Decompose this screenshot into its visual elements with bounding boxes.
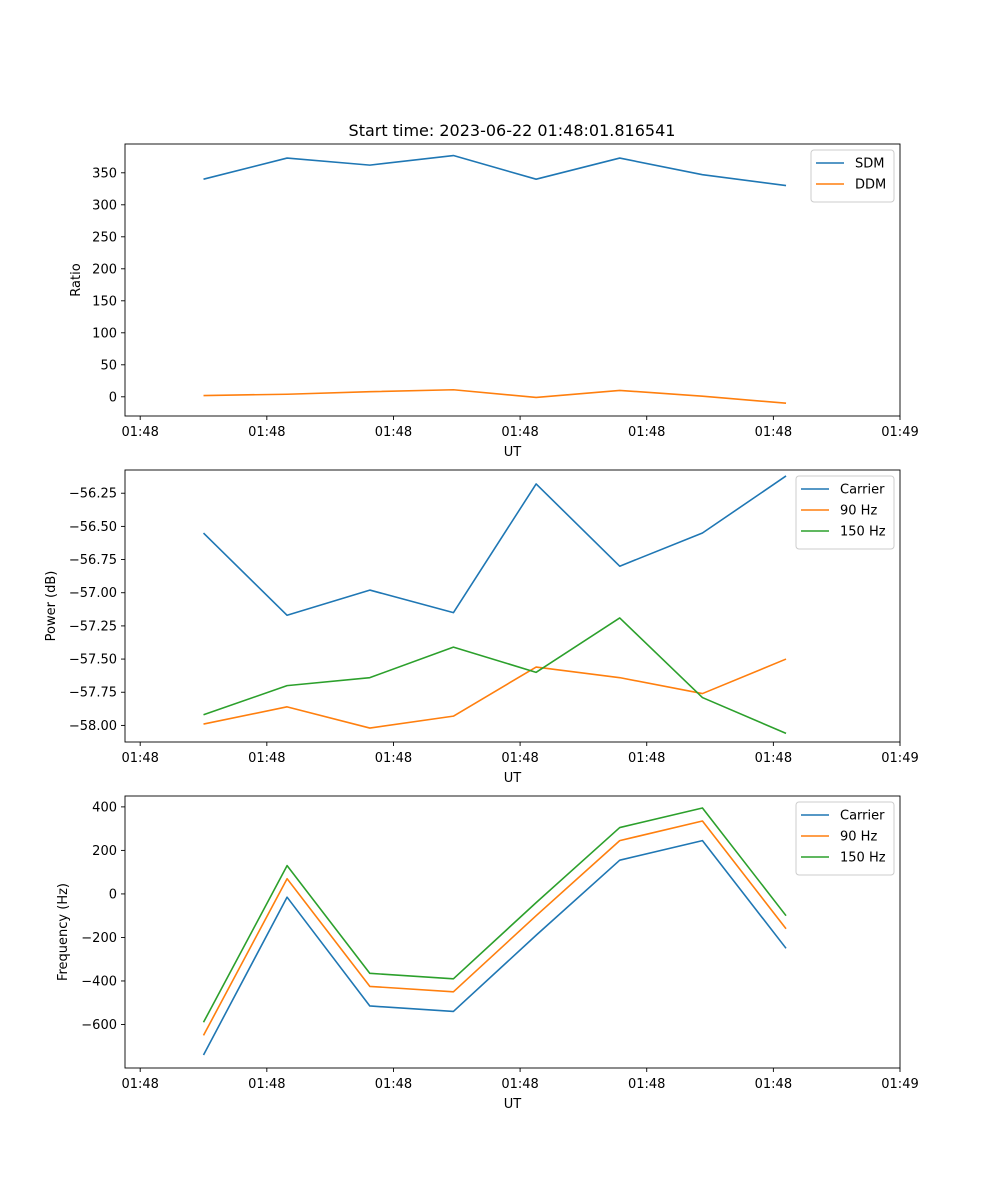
legend-label: DDM xyxy=(855,178,886,193)
series-line-carrier xyxy=(202,839,787,1056)
x-tick-label: 01:48 xyxy=(375,425,412,440)
legend-label: Carrier xyxy=(840,483,885,498)
x-tick-label: 01:48 xyxy=(755,1077,792,1092)
series-line-90-hz xyxy=(202,820,787,1036)
legend-label: Carrier xyxy=(840,809,885,824)
x-tick-label: 01:48 xyxy=(501,425,538,440)
y-tick-label: 350 xyxy=(92,166,117,181)
legend: Carrier 90 Hz 150 Hz xyxy=(795,801,895,876)
x-tick-label: 01:49 xyxy=(881,751,918,766)
series-line-150-hz xyxy=(202,807,787,1023)
x-tick-label: 01:48 xyxy=(375,751,412,766)
y-tick-label: −57.25 xyxy=(69,619,117,634)
y-tick-label: −56.50 xyxy=(69,520,117,535)
series-line-90-hz xyxy=(203,658,787,729)
y-tick-label: 400 xyxy=(92,800,117,815)
x-tick-label: 01:48 xyxy=(375,1077,412,1092)
y-tick-label: 0 xyxy=(109,887,117,902)
series-line-sdm xyxy=(203,154,787,187)
axes-frame xyxy=(124,469,901,743)
x-tick-label: 01:48 xyxy=(121,425,158,440)
x-axis-label: UT xyxy=(504,445,522,460)
x-tick-label: 01:48 xyxy=(248,425,285,440)
y-tick-label: 250 xyxy=(92,230,117,245)
panel-3: 01:48 01:48 01:48 01:48 01:48 01:48 01:49 −600 −… xyxy=(56,795,919,1112)
y-tick-label: −57.75 xyxy=(69,686,117,701)
x-tick-label: 01:49 xyxy=(881,1077,918,1092)
series-line-carrier xyxy=(202,475,787,617)
y-tick-label: −600 xyxy=(81,1018,117,1033)
legend-label: 150 Hz xyxy=(840,525,886,540)
legend-label: 150 Hz xyxy=(840,851,886,866)
axes-frame xyxy=(124,795,901,1069)
y-tick-label: −58.00 xyxy=(69,719,117,734)
x-tick-label: 01:48 xyxy=(755,751,792,766)
series-line-ddm xyxy=(203,388,787,404)
y-axis-label: Frequency (Hz) xyxy=(56,883,71,981)
x-tick-label: 01:48 xyxy=(628,751,665,766)
x-tick-label: 01:48 xyxy=(628,1077,665,1092)
y-tick-label: 300 xyxy=(92,198,117,213)
x-tick-label: 01:48 xyxy=(755,425,792,440)
x-tick-label: 01:48 xyxy=(121,1077,158,1092)
panel-2: 01:48 01:48 01:48 01:48 01:48 01:48 01:49 −58.0… xyxy=(44,469,919,786)
legend: SDM DDM xyxy=(810,149,895,203)
legend-label: 90 Hz xyxy=(840,504,877,519)
y-tick-label: −400 xyxy=(81,974,117,989)
y-tick-label: −57.00 xyxy=(69,586,117,601)
legend-label: 90 Hz xyxy=(840,830,877,845)
y-tick-label: 0 xyxy=(109,390,117,405)
y-tick-label: 50 xyxy=(100,358,117,373)
series-line-150-hz xyxy=(203,617,787,735)
x-tick-label: 01:48 xyxy=(501,1077,538,1092)
y-axis-label: Ratio xyxy=(69,263,84,296)
axes-frame xyxy=(124,143,901,417)
y-tick-label: −200 xyxy=(81,931,117,946)
y-tick-label: −56.25 xyxy=(69,487,117,502)
legend-label: SDM xyxy=(855,157,884,172)
legend: Carrier 90 Hz 150 Hz xyxy=(795,475,895,550)
y-tick-label: −57.50 xyxy=(69,653,117,668)
x-axis-label: UT xyxy=(504,1097,522,1112)
x-tick-label: 01:48 xyxy=(248,1077,285,1092)
panels: 01:48 01:48 01:48 01:48 01:48 01:48 01:49 0 50 10… xyxy=(44,143,919,1112)
x-tick-label: 01:48 xyxy=(248,751,285,766)
y-tick-label: −56.75 xyxy=(69,553,117,568)
y-tick-label: 150 xyxy=(92,294,117,309)
x-tick-label: 01:49 xyxy=(881,425,918,440)
y-tick-label: 200 xyxy=(92,262,117,277)
x-tick-label: 01:48 xyxy=(501,751,538,766)
y-axis-label: Power (dB) xyxy=(44,571,59,642)
x-tick-label: 01:48 xyxy=(121,751,158,766)
y-tick-label: 100 xyxy=(92,326,117,341)
x-axis-label: UT xyxy=(504,771,522,786)
panel-1: 01:48 01:48 01:48 01:48 01:48 01:48 01:49 0 50 10… xyxy=(69,143,919,460)
figure-title: Start time: 2023-06-22 01:48:01.816541 xyxy=(349,121,676,140)
y-tick-label: 200 xyxy=(92,844,117,859)
x-tick-label: 01:48 xyxy=(628,425,665,440)
